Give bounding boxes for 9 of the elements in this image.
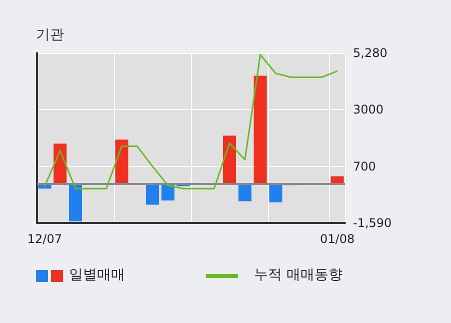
y-tick-label: 700 <box>353 159 376 174</box>
y-tick-label: 5,280 <box>353 46 388 60</box>
x-tick-label: 01/08 <box>320 232 355 246</box>
chart-title: 기관 <box>36 27 64 43</box>
x-tick-label: 12/07 <box>27 232 62 246</box>
legend-label: 일별매매 <box>69 267 125 283</box>
y-tick-label: -1,590 <box>353 216 392 230</box>
y-tick-label: 3000 <box>353 102 384 116</box>
legend-label: 누적 매매동향 <box>254 267 342 283</box>
